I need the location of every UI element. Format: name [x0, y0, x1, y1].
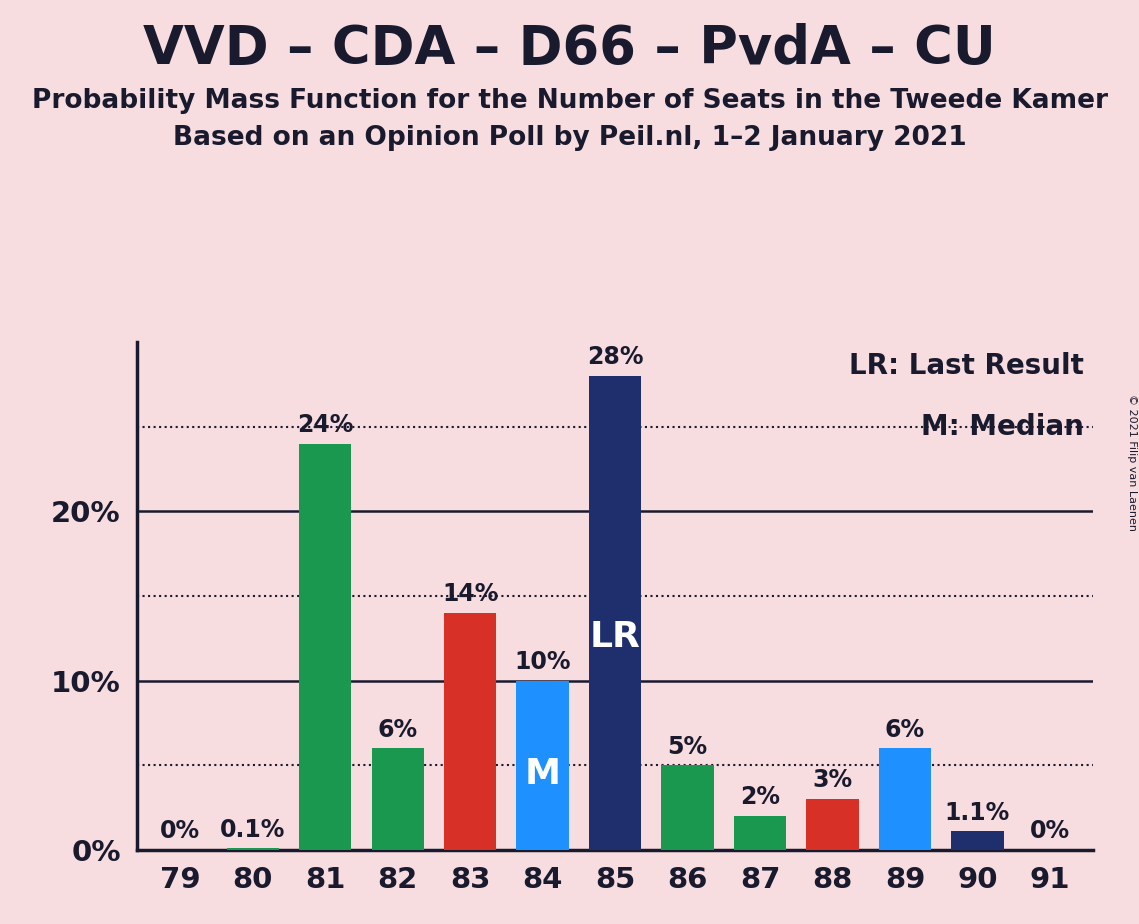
Text: 0.1%: 0.1% [220, 818, 286, 842]
Text: LR: Last Result: LR: Last Result [849, 352, 1084, 380]
Bar [227, 848, 279, 850]
Text: 0%: 0% [1030, 820, 1070, 844]
Text: 6%: 6% [377, 718, 418, 742]
Bar [589, 376, 641, 850]
Text: Probability Mass Function for the Number of Seats in the Tweede Kamer: Probability Mass Function for the Number… [32, 88, 1107, 114]
Bar [806, 799, 859, 850]
Bar [734, 816, 786, 850]
Text: © 2021 Filip van Laenen: © 2021 Filip van Laenen [1126, 394, 1137, 530]
Bar [662, 765, 714, 850]
Text: 2%: 2% [740, 785, 780, 809]
Bar [444, 613, 497, 850]
Text: 1.1%: 1.1% [945, 801, 1010, 824]
Text: 5%: 5% [667, 735, 707, 759]
Text: 3%: 3% [812, 769, 853, 793]
Text: 28%: 28% [587, 345, 644, 369]
Text: Based on an Opinion Poll by Peil.nl, 1–2 January 2021: Based on an Opinion Poll by Peil.nl, 1–2… [173, 125, 966, 151]
Bar [951, 832, 1003, 850]
Bar [300, 444, 351, 850]
Text: 10%: 10% [515, 650, 571, 674]
Text: VVD – CDA – D66 – PvdA – CU: VVD – CDA – D66 – PvdA – CU [144, 23, 995, 75]
Text: 14%: 14% [442, 582, 498, 606]
Text: 6%: 6% [885, 718, 925, 742]
Bar [516, 681, 568, 850]
Bar [371, 748, 424, 850]
Text: 0%: 0% [161, 820, 200, 844]
Bar [879, 748, 931, 850]
Text: M: M [525, 757, 560, 791]
Text: LR: LR [590, 620, 640, 653]
Text: M: Median: M: Median [921, 413, 1084, 441]
Text: 24%: 24% [297, 413, 353, 437]
